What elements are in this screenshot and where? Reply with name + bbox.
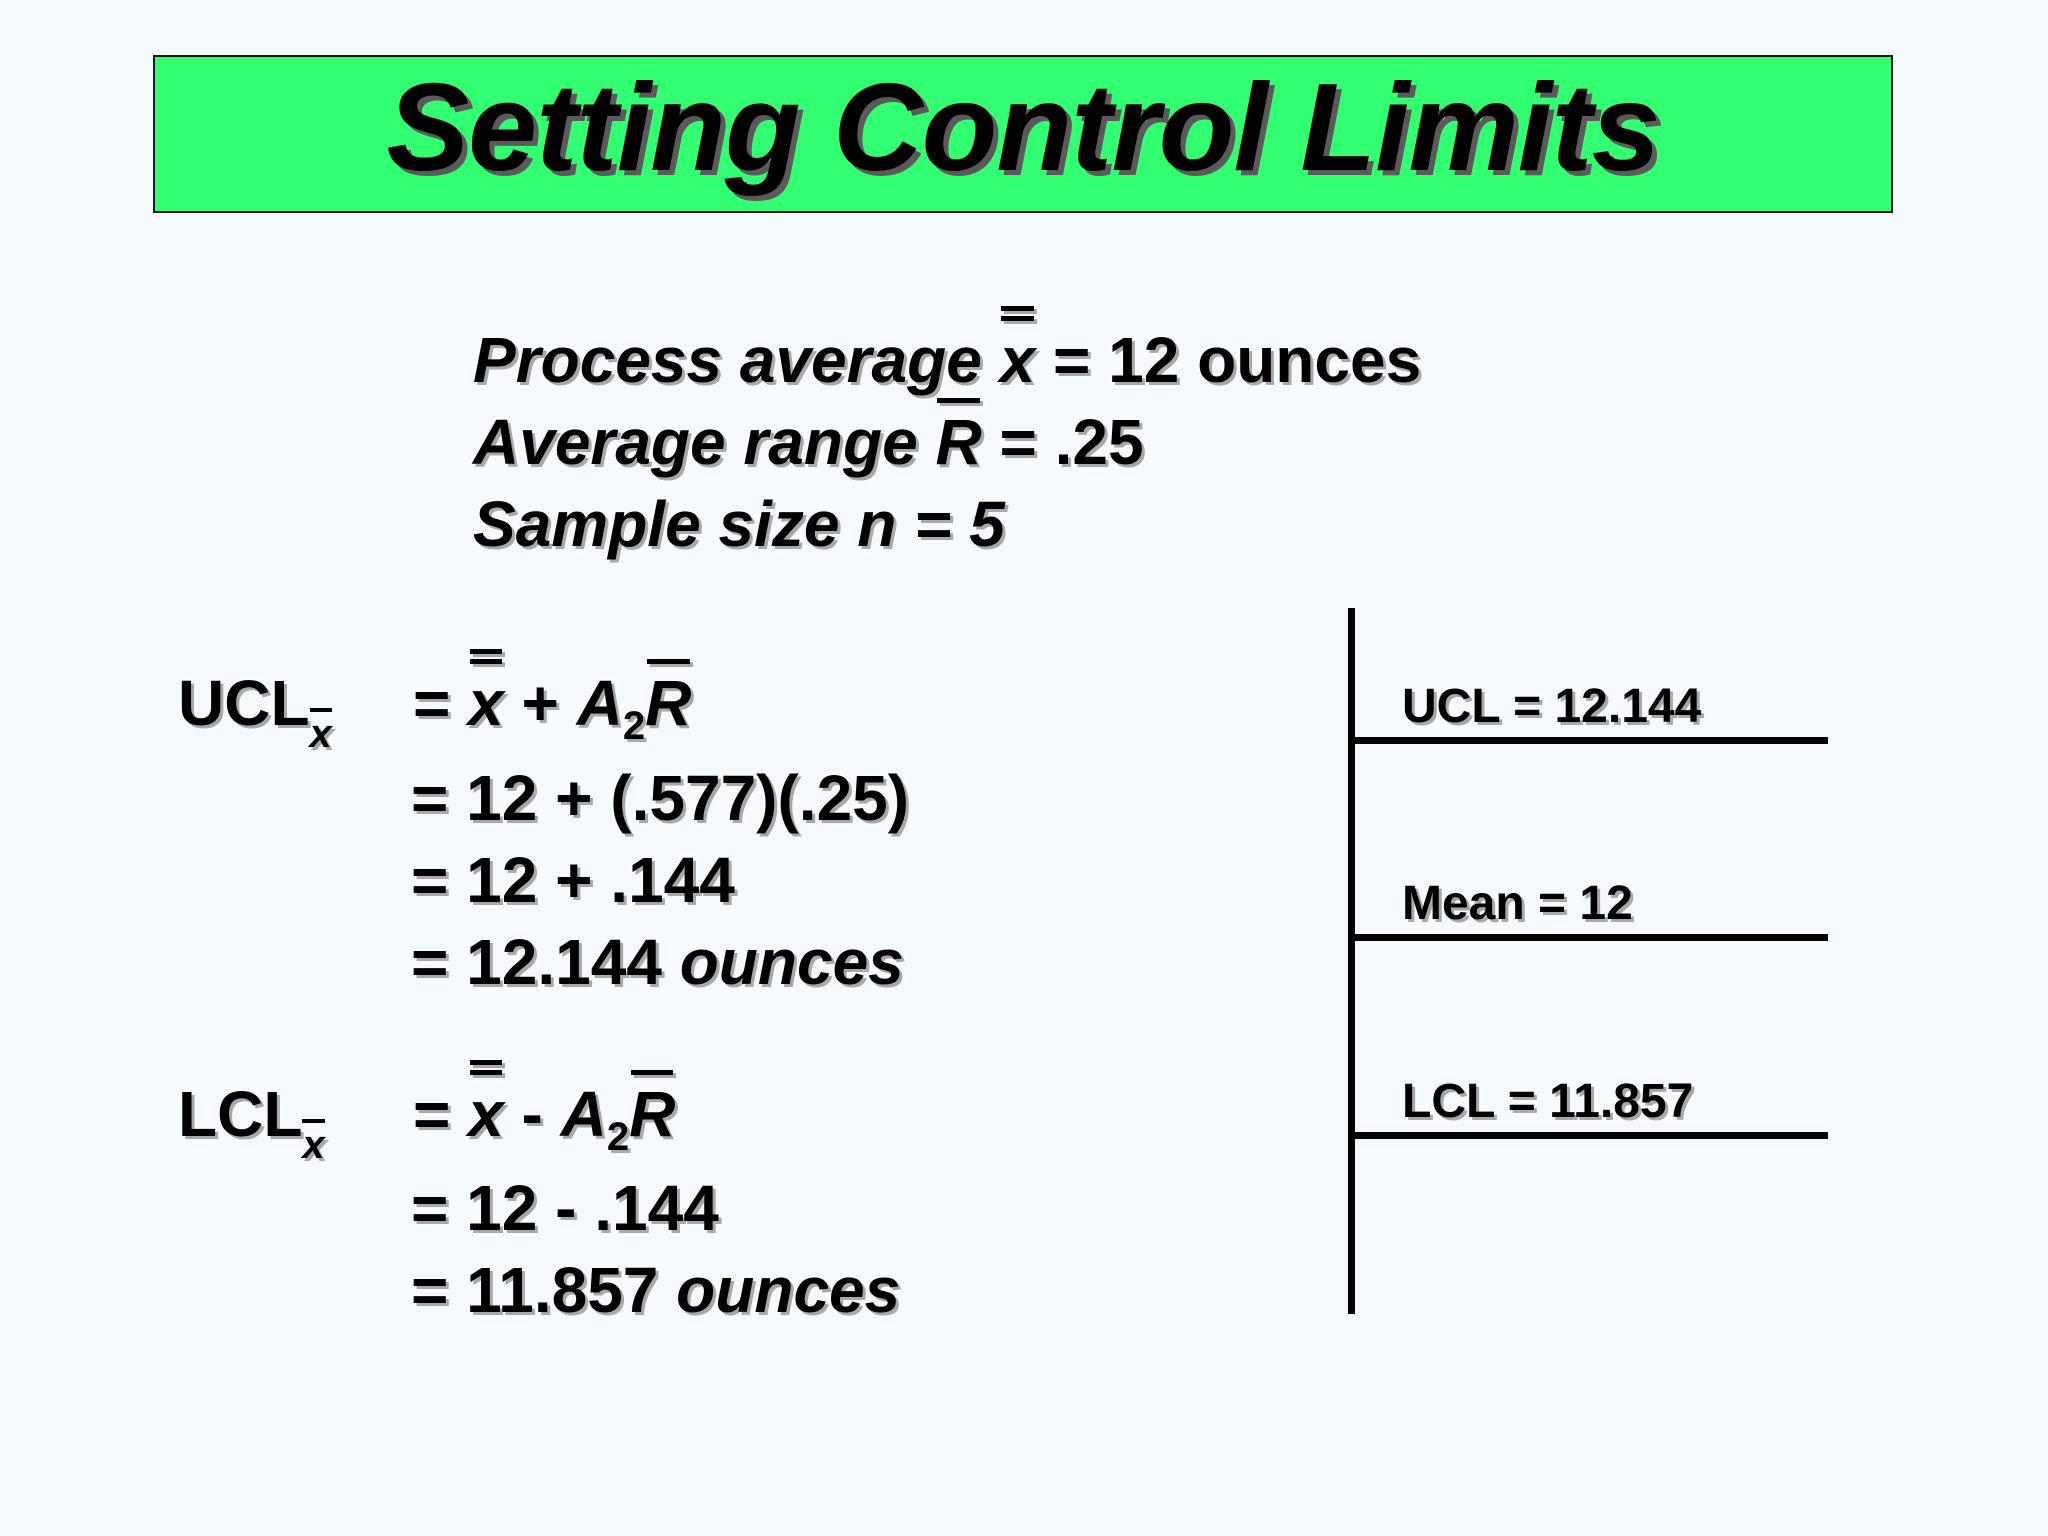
sample-size-line: Sample size n = 5 <box>473 488 1005 560</box>
chart-vertical-axis <box>1348 608 1355 1314</box>
lcl-step-1: = 12 - .144 <box>411 1172 719 1244</box>
lcl-chart-label: LCL = 11.857 <box>1402 1075 1694 1128</box>
average-range-label: Average range <box>473 406 918 478</box>
grand-mean-symbol: x <box>468 1060 504 1150</box>
ucl-line <box>1352 737 1828 744</box>
ucl-label: UCLx <box>178 667 333 756</box>
ucl-step-1: = 12 + (.577)(.25) <box>411 762 910 834</box>
ucl-chart-label: UCL = 12.144 <box>1402 680 1702 733</box>
ucl-subscript: x <box>309 708 333 756</box>
lcl-formula: = x - A2R <box>413 1060 676 1159</box>
average-range-value: = .25 <box>999 406 1144 478</box>
lcl-label: LCLx <box>178 1078 325 1167</box>
process-average-label: Process average <box>473 324 982 396</box>
r-bar-symbol: R <box>645 659 692 739</box>
title-banner: Setting Control Limits <box>153 55 1893 213</box>
process-average-value: = 12 ounces <box>1052 324 1422 396</box>
r-bar-symbol: R <box>629 1070 676 1150</box>
r-bar-symbol: R <box>935 398 982 478</box>
mean-line <box>1352 934 1828 941</box>
grand-mean-symbol: x <box>999 306 1036 396</box>
ucl-result: = 12.144 ounces <box>411 926 904 998</box>
lcl-line <box>1352 1132 1828 1139</box>
ucl-formula: = x + A2R <box>413 649 692 748</box>
ucl-step-2: = 12 + .144 <box>411 844 735 916</box>
slide-title: Setting Control Limits <box>386 59 1660 197</box>
lcl-result: = 11.857 ounces <box>411 1254 901 1326</box>
average-range-line: Average range R = .25 <box>473 398 1144 478</box>
grand-mean-symbol: x <box>468 649 504 739</box>
lcl-subscript: x <box>302 1119 325 1167</box>
mean-chart-label: Mean = 12 <box>1402 877 1633 930</box>
process-average-line: Process average x = 12 ounces <box>473 306 1421 396</box>
